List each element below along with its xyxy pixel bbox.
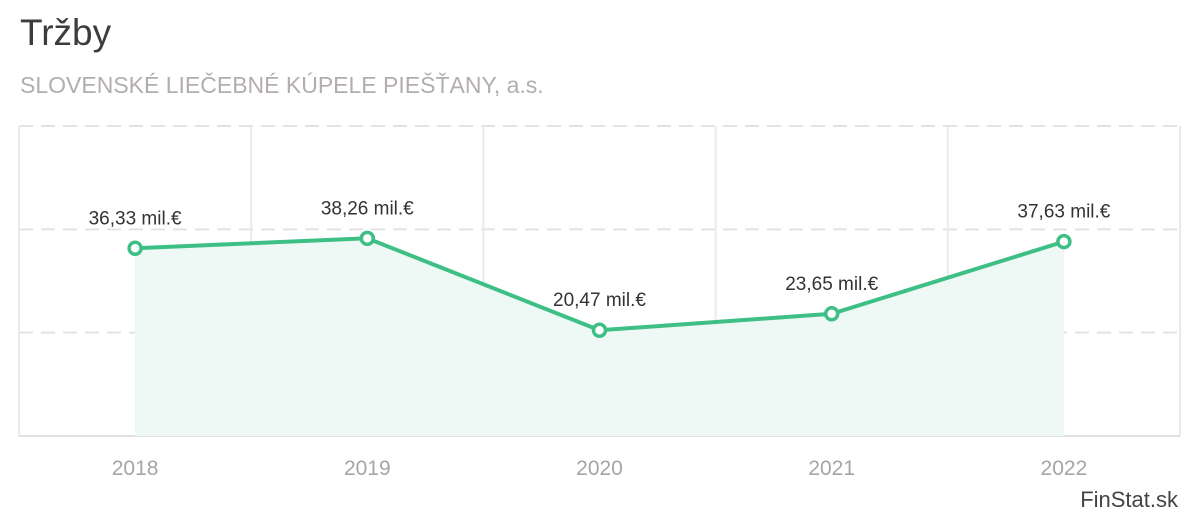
x-tick-label: 2019 <box>344 457 391 480</box>
data-point <box>1056 233 1072 250</box>
x-tick-label: 2018 <box>112 457 159 480</box>
data-label: 23,65 mil.€ <box>785 274 878 295</box>
data-point <box>823 306 840 322</box>
x-tick-label: 2020 <box>576 457 623 480</box>
data-label: 38,26 mil.€ <box>321 198 414 219</box>
data-point <box>591 322 608 338</box>
data-label: 37,63 mil.€ <box>1017 202 1110 223</box>
finstat-brand[interactable]: FinStat.sk <box>1080 487 1178 512</box>
x-tick-label: 2022 <box>1041 457 1088 480</box>
chart-subtitle: SLOVENSKÉ LIEČEBNÉ KÚPELE PIEŠŤANY, a.s. <box>20 72 544 98</box>
chart-title: Tržby <box>20 12 112 53</box>
data-point <box>127 240 143 257</box>
data-label: 36,33 mil.€ <box>89 208 182 229</box>
data-label: 20,47 mil.€ <box>553 290 646 311</box>
data-point <box>359 230 376 247</box>
x-tick-label: 2021 <box>808 457 855 480</box>
